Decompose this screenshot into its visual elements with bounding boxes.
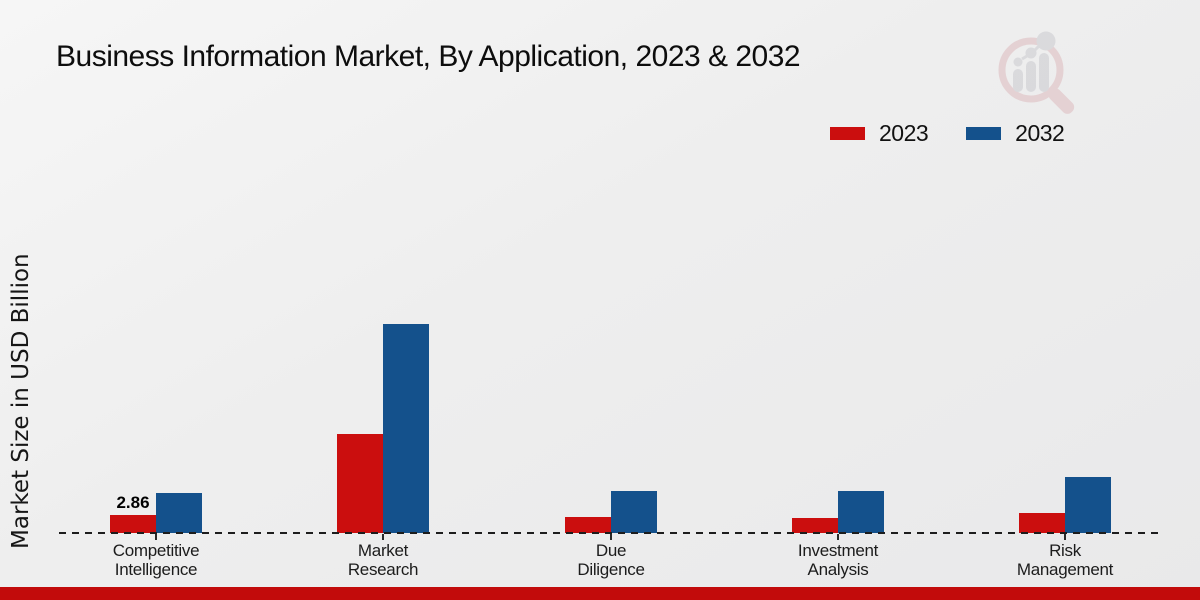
legend-swatch-2023 — [830, 127, 865, 140]
value-label-2023-competitive-intelligence: 2.86 — [116, 493, 150, 512]
legend-item-2023: 2023 — [830, 120, 929, 147]
x-axis-tick-competitive-intelligence — [155, 534, 157, 540]
bar-2032-competitive-intelligence — [156, 493, 202, 533]
legend-label-2023: 2023 — [879, 120, 929, 146]
bar-2032-market-research — [383, 324, 429, 533]
category-label-market-research: Market Research — [347, 541, 419, 579]
bar-2032-risk-management — [1065, 477, 1111, 533]
legend-swatch-2032 — [966, 127, 1002, 140]
bar-2023-due-diligence — [565, 517, 611, 533]
x-axis-tick-market-research — [382, 534, 384, 540]
bar-2023-market-research — [337, 434, 383, 533]
legend: 2023 2032 — [830, 120, 1065, 147]
category-label-risk-management: Risk Management — [1016, 541, 1114, 579]
x-axis-tick-due-diligence — [610, 534, 612, 540]
bar-2032-investment-analysis — [838, 491, 884, 533]
category-label-competitive-intelligence: Competitive Intelligence — [112, 541, 200, 579]
category-label-due-diligence: Due Diligence — [577, 541, 645, 579]
legend-label-2032: 2032 — [1015, 120, 1065, 146]
legend-item-2032: 2032 — [966, 120, 1065, 147]
magnifier-bar-chart-icon — [992, 31, 1084, 122]
bottom-accent-strip — [0, 587, 1200, 600]
x-axis-tick-investment-analysis — [837, 534, 839, 540]
x-axis-baseline — [59, 532, 1158, 534]
watermark-logo — [992, 28, 1084, 123]
bar-2023-investment-analysis — [792, 518, 838, 533]
bar-2032-due-diligence — [611, 491, 657, 533]
chart-title: Business Information Market, By Applicat… — [56, 40, 801, 73]
x-axis-tick-risk-management — [1064, 534, 1066, 540]
bar-2023-risk-management — [1019, 513, 1065, 533]
bar-2023-competitive-intelligence — [110, 515, 156, 533]
category-label-investment-analysis: Investment Analysis — [797, 541, 879, 579]
